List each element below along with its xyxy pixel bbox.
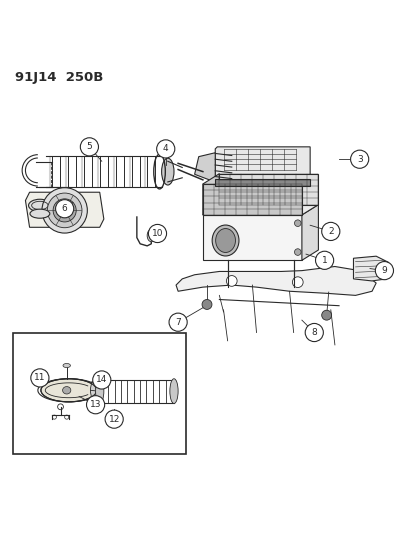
Circle shape [321, 310, 331, 320]
Circle shape [202, 300, 211, 310]
Text: 12: 12 [108, 415, 119, 424]
Ellipse shape [28, 199, 51, 212]
Text: 11: 11 [34, 374, 45, 382]
Text: 13: 13 [90, 400, 101, 409]
Ellipse shape [62, 386, 71, 394]
Circle shape [169, 313, 187, 332]
Polygon shape [353, 256, 388, 281]
Circle shape [80, 138, 98, 156]
Circle shape [375, 262, 392, 280]
Text: 7: 7 [175, 318, 180, 327]
Polygon shape [301, 205, 318, 260]
Circle shape [226, 276, 237, 286]
Bar [202, 184, 301, 215]
Text: 4: 4 [163, 144, 168, 154]
Ellipse shape [95, 379, 104, 403]
Ellipse shape [63, 364, 70, 368]
Circle shape [294, 220, 300, 227]
Circle shape [53, 199, 76, 222]
Circle shape [86, 395, 104, 414]
Text: 8: 8 [311, 328, 316, 337]
Bar [13, 333, 186, 454]
Circle shape [42, 188, 87, 233]
Circle shape [304, 324, 323, 342]
Ellipse shape [41, 379, 96, 402]
Polygon shape [194, 153, 215, 182]
Polygon shape [176, 266, 375, 295]
Bar [215, 179, 309, 186]
Ellipse shape [211, 225, 238, 256]
Circle shape [315, 251, 333, 269]
Circle shape [156, 140, 174, 158]
Circle shape [321, 222, 339, 240]
Circle shape [350, 150, 368, 168]
Text: 91J14  250B: 91J14 250B [15, 70, 103, 84]
Circle shape [292, 277, 302, 287]
Ellipse shape [169, 379, 178, 403]
Circle shape [148, 224, 166, 243]
Ellipse shape [147, 229, 155, 242]
Polygon shape [202, 174, 219, 215]
Text: 3: 3 [356, 155, 362, 164]
Ellipse shape [90, 380, 100, 401]
Text: 5: 5 [86, 142, 92, 151]
Text: 14: 14 [96, 375, 107, 384]
Bar [202, 215, 301, 260]
Text: 10: 10 [152, 229, 163, 238]
Polygon shape [215, 147, 309, 186]
Ellipse shape [30, 209, 50, 218]
Polygon shape [202, 205, 318, 215]
Circle shape [93, 371, 111, 389]
Circle shape [31, 369, 49, 387]
Text: 1: 1 [321, 256, 327, 265]
Circle shape [55, 200, 74, 218]
Circle shape [294, 249, 300, 255]
Ellipse shape [161, 158, 173, 185]
Circle shape [105, 410, 123, 428]
Text: 6: 6 [62, 204, 67, 213]
Polygon shape [219, 174, 318, 205]
Polygon shape [25, 192, 104, 227]
Text: 2: 2 [327, 227, 333, 236]
Text: 9: 9 [381, 266, 387, 275]
Ellipse shape [215, 229, 235, 253]
Circle shape [47, 193, 82, 228]
